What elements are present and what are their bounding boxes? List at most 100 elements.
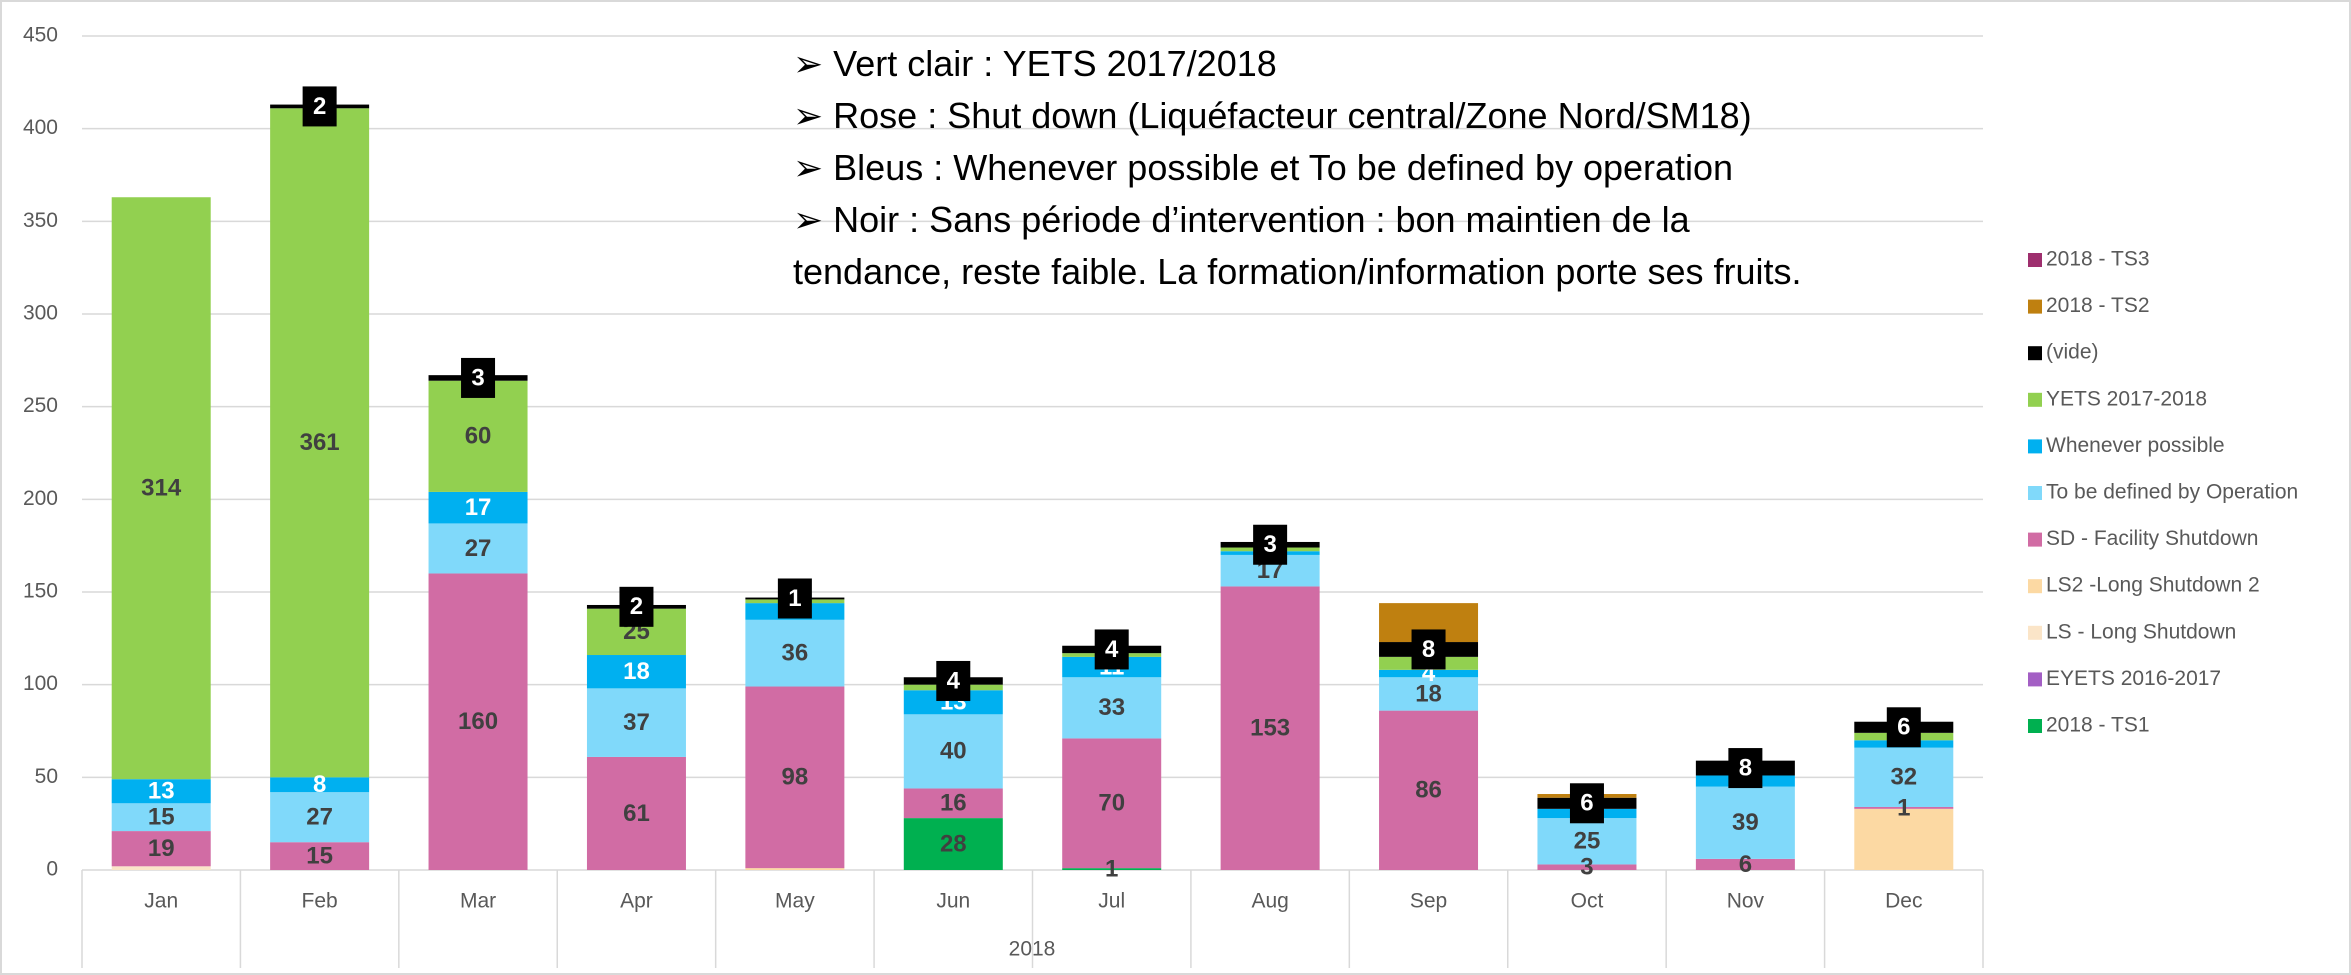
data-label: 32 xyxy=(1890,764,1917,791)
data-label: 40 xyxy=(940,738,967,765)
legend-label: EYETS 2016-2017 xyxy=(2046,667,2221,690)
bar-segment xyxy=(111,779,211,804)
y-tick-label: 150 xyxy=(23,580,58,603)
bar-segment xyxy=(270,777,370,793)
data-label: 19 xyxy=(148,835,175,862)
x-tick-label: Feb xyxy=(302,890,338,913)
legend-label: 2018 - TS1 xyxy=(2046,714,2150,737)
bar-segment xyxy=(1379,677,1479,711)
data-label: 153 xyxy=(1250,715,1290,742)
x-tick-label: Jun xyxy=(936,890,970,913)
label-box xyxy=(619,586,654,627)
data-label: 60 xyxy=(465,423,492,450)
label-box xyxy=(936,660,971,701)
data-label: 15 xyxy=(306,842,333,869)
legend-swatch xyxy=(2028,346,2042,361)
x-tick-label: Apr xyxy=(620,890,653,913)
data-label: 28 xyxy=(940,830,967,857)
legend-swatch xyxy=(2028,486,2042,500)
legend-label: To be defined by Operation xyxy=(2046,481,2298,504)
data-label: 70 xyxy=(1098,790,1125,817)
x-tick-label: Nov xyxy=(1727,890,1765,913)
x-tick-label: Sep xyxy=(1410,890,1447,913)
legend-swatch xyxy=(2028,625,2042,640)
y-tick-label: 50 xyxy=(35,765,58,788)
data-label: 18 xyxy=(1415,680,1442,707)
x-tick-label: May xyxy=(775,890,815,913)
bar-segment xyxy=(745,619,845,687)
data-label: 61 xyxy=(623,800,650,827)
bar-segment xyxy=(270,842,370,870)
x-tick-label: Oct xyxy=(1571,890,1604,913)
data-label: 27 xyxy=(306,804,333,831)
label-box xyxy=(461,357,496,398)
data-label: 1 xyxy=(1897,794,1910,821)
legend-label: SD - Facility Shutdown xyxy=(2046,527,2258,550)
annotation-line: ➢ Bleus : Whenever possible et To be def… xyxy=(793,147,1734,188)
bar-segment xyxy=(428,380,528,492)
bar-segment xyxy=(903,714,1003,789)
legend-swatch xyxy=(2028,299,2042,314)
bar-segment xyxy=(1695,858,1795,870)
bar-segment xyxy=(903,788,1003,819)
bar-segment xyxy=(1854,747,1954,807)
data-label: 86 xyxy=(1415,777,1442,804)
bar-segment xyxy=(586,655,686,689)
data-label: 361 xyxy=(300,429,340,456)
x-tick-label: Mar xyxy=(460,890,496,913)
data-label: 6 xyxy=(1580,790,1593,817)
data-label: 3 xyxy=(471,364,484,391)
bar-segment xyxy=(745,868,845,870)
label-box xyxy=(1569,783,1604,824)
data-label: 2 xyxy=(630,593,643,620)
bar-segment xyxy=(270,792,370,843)
legend-swatch xyxy=(2028,392,2042,407)
bar-segment xyxy=(1062,738,1162,869)
data-label: 33 xyxy=(1098,694,1125,721)
y-tick-label: 350 xyxy=(23,209,58,232)
bar-segment xyxy=(1379,710,1479,870)
annotation-line: ➢ Rose : Shut down (Liquéfacteur central… xyxy=(793,95,1752,136)
bar-segment xyxy=(428,573,528,870)
legend-swatch xyxy=(2028,672,2042,687)
bar-segment xyxy=(586,688,686,757)
x-tick-label: Aug xyxy=(1251,890,1288,913)
legend-swatch xyxy=(2028,532,2042,547)
bar-segment xyxy=(111,866,211,870)
legend-label: 2018 - TS3 xyxy=(2046,248,2150,271)
legend-label: 2018 - TS2 xyxy=(2046,294,2150,317)
legend-swatch xyxy=(2028,579,2042,594)
bar-segment xyxy=(111,197,211,780)
legend-label: Whenever possible xyxy=(2046,434,2225,457)
annotation: ➢ Vert clair : YETS 2017/2018 ➢ Rose : Sh… xyxy=(793,38,1853,298)
legend-label: YETS 2017-2018 xyxy=(2046,387,2207,410)
data-label: 6 xyxy=(1897,714,1910,741)
bar-segment xyxy=(1537,864,1637,870)
bar-segment xyxy=(1062,868,1162,870)
data-label: 4 xyxy=(947,667,961,694)
data-label: 25 xyxy=(1574,828,1601,855)
data-label: 37 xyxy=(623,709,650,736)
label-box xyxy=(1253,524,1288,565)
data-label: 15 xyxy=(148,804,175,831)
bar-segment xyxy=(1062,677,1162,739)
y-tick-label: 300 xyxy=(23,302,58,325)
data-label: 1 xyxy=(1105,855,1118,882)
data-label: 4 xyxy=(1105,636,1119,663)
y-tick-label: 450 xyxy=(23,24,58,47)
data-label: 8 xyxy=(1422,636,1435,663)
data-label: 160 xyxy=(458,708,498,735)
legend-swatch xyxy=(2028,719,2042,733)
label-box xyxy=(1411,629,1446,670)
bar-segment xyxy=(586,756,686,870)
data-label: 3 xyxy=(1263,531,1276,558)
annotation-line: ➢ Vert clair : YETS 2017/2018 xyxy=(793,43,1277,84)
label-box xyxy=(302,86,337,127)
data-label: 16 xyxy=(940,790,967,817)
y-tick-label: 250 xyxy=(23,394,58,417)
data-label: 314 xyxy=(141,475,182,502)
label-box xyxy=(1094,629,1129,670)
bar-segment xyxy=(1854,808,1954,870)
legend-label: (vide) xyxy=(2046,341,2099,364)
